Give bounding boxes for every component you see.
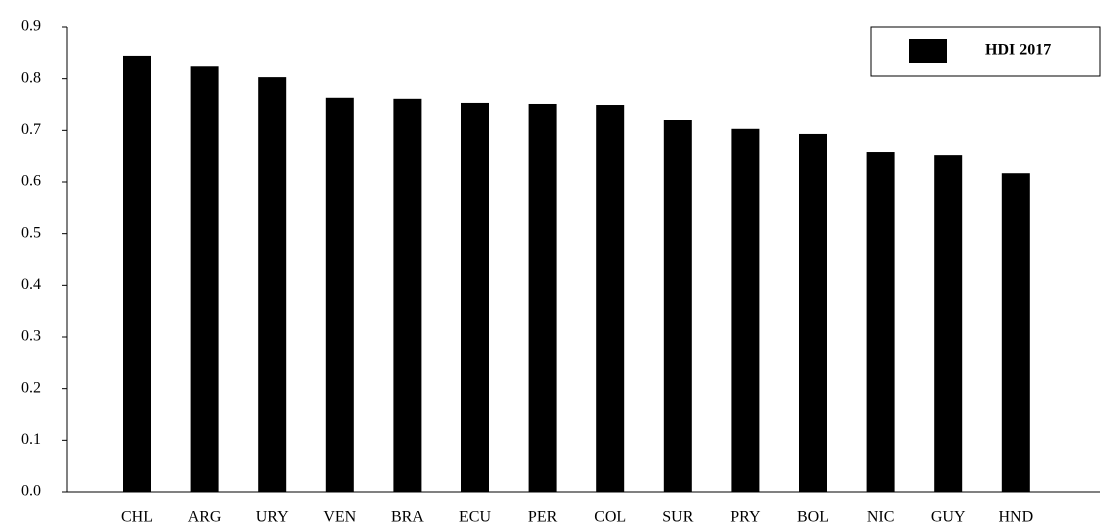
x-tick-label: BRA	[391, 509, 424, 526]
bar	[934, 155, 963, 492]
bar	[461, 102, 489, 492]
y-tick-label: 0.6	[21, 173, 41, 190]
bar	[799, 133, 827, 492]
bar	[123, 55, 151, 492]
x-tick-label: PER	[528, 509, 558, 526]
bar	[731, 128, 760, 493]
bar	[258, 77, 287, 492]
x-tick-label: ECU	[459, 509, 491, 526]
x-tick-label: COL	[594, 509, 626, 526]
bar	[866, 152, 895, 493]
x-tick-label: PRY	[730, 509, 761, 526]
bar	[190, 66, 219, 493]
bar	[325, 97, 354, 493]
x-tick-label: CHL	[121, 509, 153, 526]
bar	[596, 105, 625, 493]
bar	[528, 103, 557, 492]
x-tick-label: BOL	[797, 509, 829, 526]
y-tick-label: 0.5	[21, 224, 41, 241]
x-tick-label: VEN	[323, 509, 356, 526]
x-tick-label: NIC	[867, 509, 895, 526]
y-tick-label: 0.3	[21, 328, 41, 345]
legend-swatch	[909, 39, 947, 63]
y-tick-label: 0.1	[21, 431, 41, 448]
y-tick-label: 0.0	[21, 483, 41, 500]
bar	[663, 120, 692, 492]
y-tick-label: 0.7	[21, 121, 41, 138]
bar	[1001, 173, 1030, 492]
y-tick-label: 0.4	[21, 276, 41, 293]
legend-label: HDI 2017	[985, 42, 1051, 59]
x-tick-label: URY	[256, 509, 289, 526]
x-tick-label: HND	[998, 509, 1033, 526]
bar	[393, 98, 422, 493]
x-tick-label: SUR	[662, 509, 693, 526]
y-tick-label: 0.2	[21, 379, 41, 396]
y-tick-label: 0.9	[21, 18, 41, 35]
x-tick-label: ARG	[188, 509, 222, 526]
x-tick-label: GUY	[931, 509, 966, 526]
y-tick-label: 0.8	[21, 69, 41, 86]
